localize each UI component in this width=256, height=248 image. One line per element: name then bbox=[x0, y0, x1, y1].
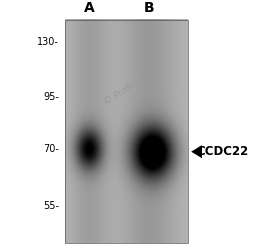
Text: 95-: 95- bbox=[43, 92, 59, 102]
Text: 130-: 130- bbox=[37, 37, 59, 47]
Text: 55-: 55- bbox=[43, 201, 59, 211]
Text: A: A bbox=[84, 1, 94, 15]
Bar bbox=[65, 20, 188, 243]
Text: CCDC22: CCDC22 bbox=[196, 145, 248, 158]
Polygon shape bbox=[191, 145, 202, 158]
Text: B: B bbox=[144, 1, 154, 15]
Text: © ProSci Inc.: © ProSci Inc. bbox=[102, 68, 157, 107]
Text: 70-: 70- bbox=[43, 144, 59, 154]
